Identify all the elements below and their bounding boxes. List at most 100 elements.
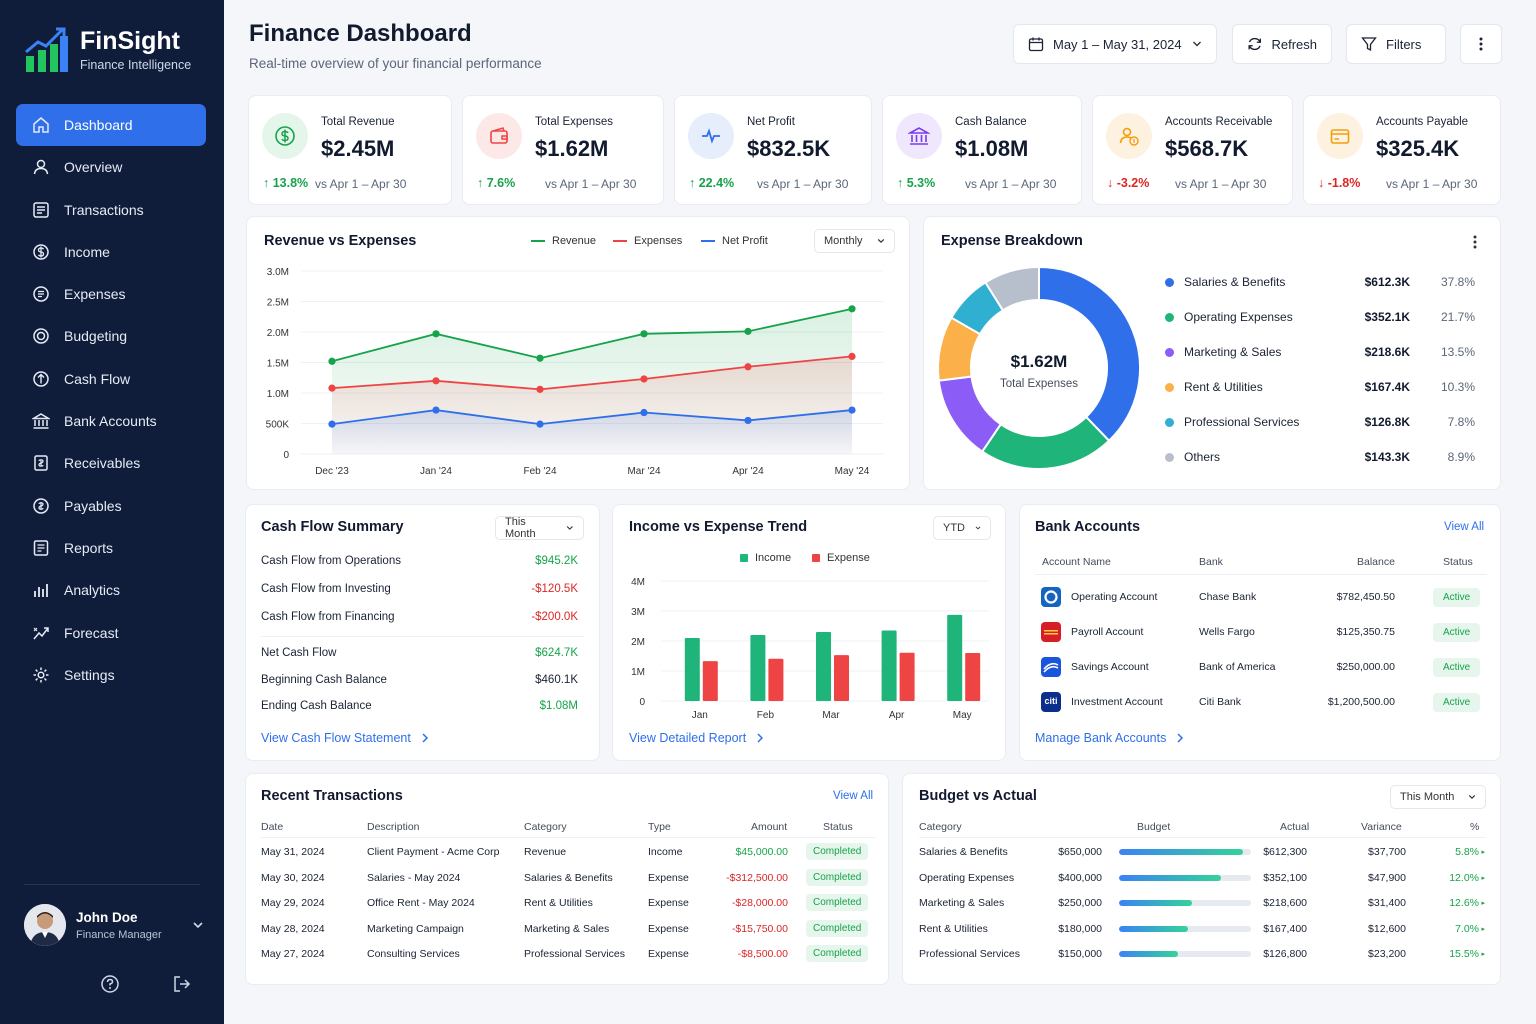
status-badge: Completed <box>806 868 869 886</box>
status-badge: Active <box>1433 693 1481 712</box>
sidebar-item-expenses[interactable]: Expenses <box>16 273 206 315</box>
sidebar-item-dashboard[interactable]: Dashboard <box>16 104 206 146</box>
kpi-card-total-expenses[interactable]: Total Expenses $1.62M ↑ 7.6% vs Apr 1 – Apr… <box>462 95 664 205</box>
cashflow-label: Cash Flow from Investing <box>261 583 391 595</box>
chase-logo-icon <box>1041 587 1061 607</box>
bank-account-name[interactable]: Payroll Account <box>1071 626 1144 638</box>
sidebar-item-payables[interactable]: Payables <box>16 485 206 527</box>
legend-amount: $126.8K <box>1364 415 1410 429</box>
tx-description[interactable]: Client Payment - Acme Corp <box>367 846 500 858</box>
card-title: Expense Breakdown <box>941 233 1083 249</box>
bank-name: Bank of America <box>1199 661 1276 673</box>
tx-category: Marketing & Sales <box>524 922 610 935</box>
bar-expense-jan <box>702 661 718 701</box>
legend-revenue: Revenue <box>531 235 596 247</box>
tx-date: May 28, 2024 <box>261 922 325 935</box>
brand-logo[interactable]: FinSight Finance Intelligence <box>24 26 191 72</box>
sidebar-item-cash-flow[interactable]: Cash Flow <box>16 358 206 400</box>
view-cash-flow-link[interactable]: View Cash Flow Statement <box>261 731 429 745</box>
status-badge: Completed <box>806 894 869 912</box>
data-point <box>640 330 648 338</box>
expense-breakdown-card: Expense Breakdown $1.62M Total Expenses … <box>923 216 1501 490</box>
col-bank: Bank <box>1199 556 1223 568</box>
more-vertical-icon[interactable] <box>1473 235 1477 249</box>
period-dropdown[interactable]: This Month <box>495 516 584 540</box>
bar-chart-icon <box>34 584 48 598</box>
card-title: Budget vs Actual <box>919 788 1037 804</box>
series-line-net-profit <box>331 409 853 426</box>
period-dropdown[interactable]: This Month <box>1390 785 1486 809</box>
refresh-button[interactable]: Refresh <box>1232 24 1332 64</box>
pulse-icon <box>688 113 734 159</box>
bank-account-name[interactable]: Investment Account <box>1071 696 1163 708</box>
legend-percent: 7.8% <box>1447 415 1475 429</box>
budget-progress-fill <box>1119 874 1221 881</box>
sidebar-item-reports[interactable]: Reports <box>16 527 206 569</box>
view-all-link[interactable]: View All <box>833 790 874 802</box>
legend-dot <box>1165 313 1174 322</box>
view-detailed-report-link[interactable]: View Detailed Report <box>629 731 764 745</box>
col-status: Status <box>1443 556 1473 568</box>
y-tick-label: 0 <box>639 697 645 708</box>
kpi-label: Accounts Payable <box>1376 116 1469 128</box>
period-dropdown[interactable]: YTD <box>933 516 991 540</box>
data-point <box>536 420 544 428</box>
tx-category: Rent & Utilities <box>524 897 593 910</box>
x-tick-label: Feb '24 <box>523 466 556 477</box>
date-range-picker[interactable]: May 1 – May 31, 2024 <box>1013 24 1217 64</box>
tx-description[interactable]: Office Rent - May 2024 <box>367 897 475 910</box>
sidebar-item-settings[interactable]: Settings <box>16 654 206 696</box>
tx-description[interactable]: Salaries - May 2024 <box>367 871 461 884</box>
bank-account-name[interactable]: Operating Account <box>1071 591 1158 603</box>
chevron-down-icon[interactable] <box>192 919 204 931</box>
manage-bank-accounts-link[interactable]: Manage Bank Accounts <box>1035 731 1184 745</box>
sidebar-item-income[interactable]: Income <box>16 231 206 273</box>
budget-variance: $47,900 <box>1368 871 1406 884</box>
kpi-card-accounts-payable[interactable]: Accounts Payable $325.4K ↓ -1.8% vs Apr 1 –… <box>1303 95 1501 205</box>
payable-icon <box>33 497 49 514</box>
wells-fargo-logo-icon <box>1041 622 1061 642</box>
sidebar-item-budgeting[interactable]: Budgeting <box>16 315 206 357</box>
chevron-down-icon <box>877 238 885 244</box>
chevron-down-icon <box>1193 41 1201 47</box>
user-profile[interactable]: John Doe Finance Manager <box>24 904 204 946</box>
sidebar-item-label: Analytics <box>64 582 121 599</box>
sidebar-item-overview[interactable]: Overview <box>16 146 206 188</box>
budget-variance: $37,700 <box>1368 846 1406 858</box>
view-all-link[interactable]: View All <box>1444 521 1485 533</box>
sidebar-item-label: Bank Accounts <box>64 413 157 430</box>
sidebar-item-forecast[interactable]: Forecast <box>16 612 206 654</box>
kpi-card-net-profit[interactable]: Net Profit $832.5K ↑ 22.4% vs Apr 1 – Apr 3… <box>674 95 872 205</box>
sidebar-item-transactions[interactable]: Transactions <box>16 189 206 231</box>
tx-description[interactable]: Marketing Campaign <box>367 922 464 935</box>
donut-center-label: Total Expenses <box>1000 378 1078 390</box>
col-account-name: Account Name <box>1042 556 1111 568</box>
kpi-card-cash-balance[interactable]: Cash Balance $1.08M ↑ 5.3% vs Apr 1 – Apr 3… <box>882 95 1082 205</box>
kpi-card-accounts-receivable[interactable]: Accounts Receivable $568.7K ↓ -3.2% vs Apr … <box>1092 95 1293 205</box>
status-badge: Active <box>1433 623 1481 642</box>
bank-balance: $125,350.75 <box>1336 626 1395 638</box>
tx-description[interactable]: Consulting Services <box>367 948 460 961</box>
more-options-button[interactable] <box>1460 24 1502 64</box>
help-icon[interactable] <box>100 974 120 994</box>
legend-amount: $352.1K <box>1364 310 1410 324</box>
sidebar-item-bank-accounts[interactable]: Bank Accounts <box>16 400 206 442</box>
kpi-value: $2.45M <box>321 136 395 161</box>
y-tick-label: 3.0M <box>267 267 289 278</box>
bank-account-name[interactable]: Savings Account <box>1071 661 1149 673</box>
period-dropdown[interactable]: Monthly <box>814 229 895 253</box>
tx-amount: -$312,500.00 <box>726 871 788 884</box>
cashflow-label: Cash Flow from Financing <box>261 611 395 623</box>
kpi-card-total-revenue[interactable]: Total Revenue $2.45M ↑ 13.8% vs Apr 1 – Apr… <box>248 95 452 205</box>
logout-icon[interactable] <box>172 974 192 994</box>
filters-button[interactable]: Filters <box>1346 24 1446 64</box>
budget-progress-bar <box>1119 900 1251 907</box>
trend-up-icon: ▸ <box>1481 849 1485 856</box>
legend-dot <box>1165 278 1174 287</box>
cashflow-value: $1.08M <box>539 700 578 712</box>
sidebar-item-analytics[interactable]: Analytics <box>16 569 206 611</box>
wallet-icon <box>476 113 522 159</box>
sidebar-item-receivables[interactable]: Receivables <box>16 442 206 484</box>
donut-slice-salaries-benefits <box>1038 265 1141 443</box>
brand-tagline: Finance Intelligence <box>80 58 192 72</box>
